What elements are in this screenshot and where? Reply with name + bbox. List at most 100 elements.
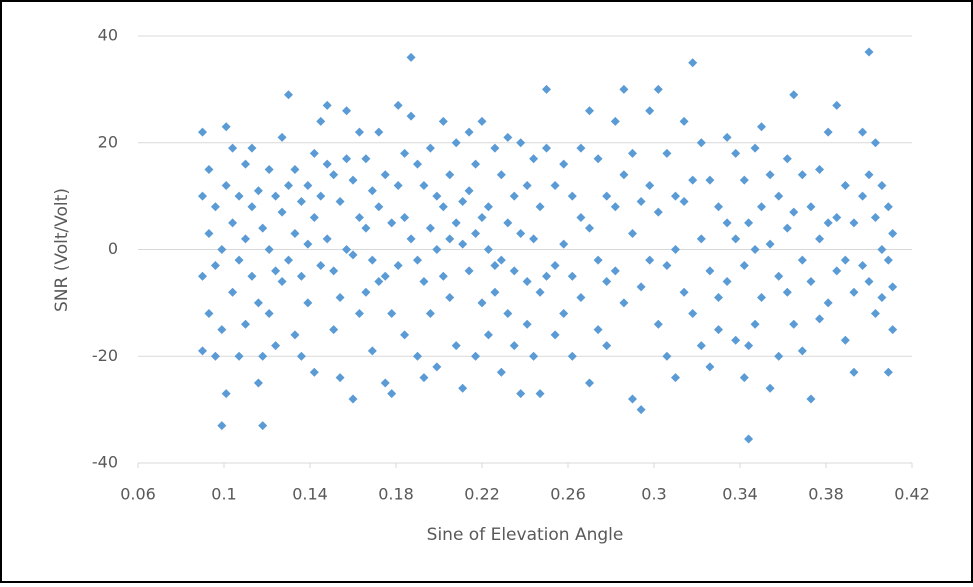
point bbox=[322, 234, 332, 244]
point bbox=[451, 218, 461, 228]
point bbox=[593, 325, 603, 335]
point bbox=[258, 421, 268, 431]
x-tick-label: 0.26 bbox=[550, 485, 586, 504]
point bbox=[653, 319, 663, 329]
point bbox=[204, 228, 214, 238]
point bbox=[806, 394, 816, 404]
point bbox=[529, 351, 539, 361]
point bbox=[696, 341, 706, 351]
point bbox=[464, 266, 474, 276]
point bbox=[271, 341, 281, 351]
point bbox=[503, 218, 513, 228]
point bbox=[217, 421, 227, 431]
point bbox=[739, 373, 749, 383]
point bbox=[419, 277, 429, 287]
point bbox=[445, 234, 455, 244]
y-axis-title: SNR (Volt/Volt) bbox=[52, 188, 72, 312]
point bbox=[619, 170, 629, 180]
point bbox=[628, 394, 637, 404]
point bbox=[471, 159, 481, 169]
point bbox=[576, 143, 586, 153]
x-tick-label: 0.34 bbox=[722, 485, 758, 504]
point bbox=[550, 180, 560, 190]
point bbox=[503, 132, 513, 142]
point bbox=[296, 196, 306, 206]
point bbox=[823, 298, 833, 308]
point bbox=[567, 191, 577, 201]
point bbox=[210, 202, 220, 212]
point bbox=[888, 228, 898, 238]
point bbox=[471, 351, 481, 361]
point bbox=[284, 255, 293, 265]
point bbox=[367, 186, 377, 196]
point bbox=[636, 405, 646, 415]
point bbox=[438, 271, 448, 281]
point bbox=[636, 282, 646, 292]
point bbox=[516, 389, 526, 399]
point bbox=[438, 202, 448, 212]
point bbox=[516, 228, 526, 238]
point bbox=[458, 383, 468, 393]
point bbox=[458, 239, 468, 249]
point bbox=[198, 346, 207, 356]
point bbox=[329, 266, 339, 276]
point bbox=[628, 228, 637, 238]
point bbox=[858, 191, 868, 201]
point bbox=[535, 202, 545, 212]
point bbox=[477, 298, 487, 308]
x-tick-label: 0.18 bbox=[378, 485, 414, 504]
point bbox=[380, 271, 390, 281]
point bbox=[567, 271, 577, 281]
point bbox=[234, 351, 244, 361]
point bbox=[849, 218, 859, 228]
point bbox=[503, 309, 513, 319]
point bbox=[832, 100, 842, 110]
point bbox=[602, 277, 612, 287]
point bbox=[477, 116, 487, 126]
point bbox=[797, 346, 807, 356]
point bbox=[290, 228, 300, 238]
point bbox=[210, 351, 220, 361]
point bbox=[490, 143, 500, 153]
point bbox=[342, 154, 352, 164]
point bbox=[354, 127, 364, 137]
point bbox=[322, 100, 332, 110]
point bbox=[400, 148, 410, 158]
point bbox=[559, 159, 569, 169]
point bbox=[567, 351, 577, 361]
point bbox=[688, 58, 698, 68]
x-tick-label: 0.1 bbox=[211, 485, 236, 504]
point bbox=[342, 245, 352, 254]
point bbox=[550, 261, 560, 271]
point bbox=[496, 367, 506, 377]
point bbox=[636, 196, 646, 206]
point bbox=[877, 180, 887, 190]
point bbox=[247, 143, 257, 153]
point bbox=[888, 282, 898, 292]
point bbox=[602, 341, 612, 351]
point bbox=[744, 434, 754, 444]
point bbox=[253, 186, 263, 196]
point bbox=[619, 298, 629, 308]
point bbox=[406, 52, 416, 62]
point bbox=[348, 394, 358, 404]
point bbox=[671, 191, 680, 201]
point bbox=[380, 378, 390, 388]
point bbox=[688, 309, 698, 319]
point bbox=[529, 234, 539, 244]
point bbox=[316, 116, 326, 126]
point bbox=[464, 127, 474, 137]
point bbox=[290, 164, 300, 174]
point bbox=[696, 138, 706, 148]
point bbox=[522, 180, 532, 190]
point bbox=[679, 116, 689, 126]
point bbox=[277, 132, 287, 142]
point bbox=[765, 170, 775, 180]
point bbox=[277, 207, 287, 217]
x-tick-label: 0.22 bbox=[464, 485, 500, 504]
point bbox=[585, 378, 594, 388]
point bbox=[490, 287, 500, 297]
point bbox=[883, 202, 893, 212]
